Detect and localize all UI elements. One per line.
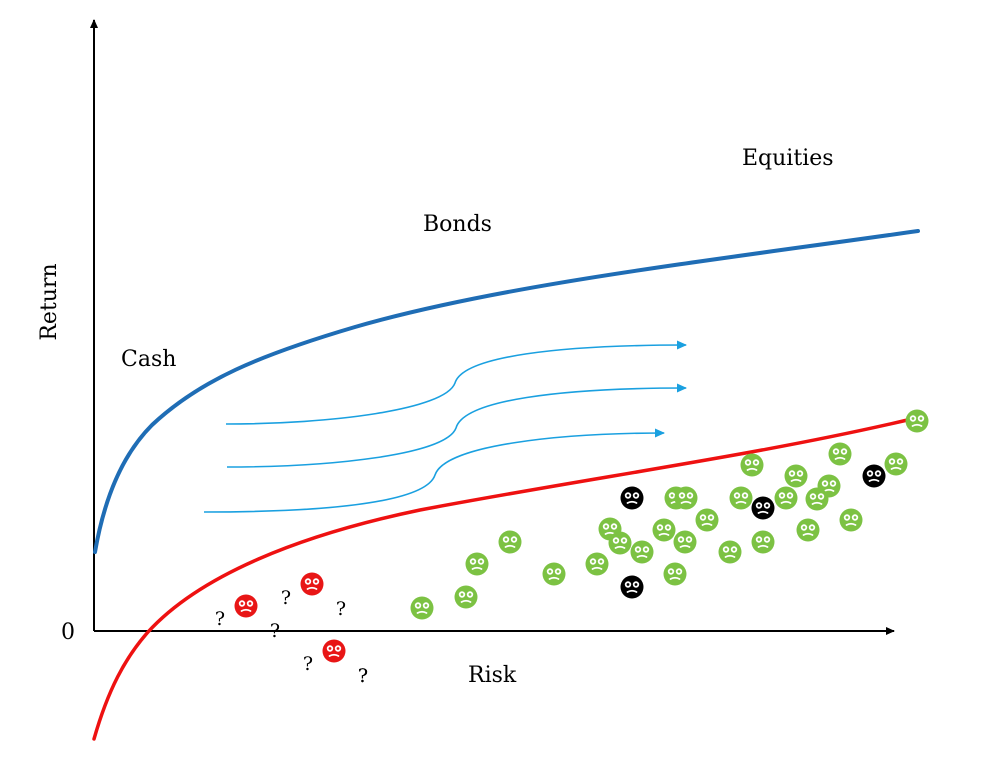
happy-face-icon	[828, 442, 852, 466]
worried-face-icon	[322, 639, 346, 663]
happy-face-icon	[796, 518, 820, 542]
flow-arrow-middle	[226, 383, 687, 468]
happy-face-icon	[630, 540, 654, 564]
happy-face-icon	[740, 453, 764, 477]
happy-face-icon	[839, 508, 863, 532]
question-marks-layer: ???????	[215, 587, 368, 687]
happy-face-icon	[751, 530, 775, 554]
neutral-face-icon	[620, 486, 644, 510]
neutral-face-icon	[620, 575, 644, 599]
question-mark: ?	[303, 653, 313, 675]
lower-risk-return-curve	[92, 416, 918, 741]
bonds-label: Bonds	[423, 212, 492, 237]
happy-face-icon	[718, 540, 742, 564]
worried-face-icon	[234, 594, 258, 618]
faces-layer	[234, 409, 929, 663]
happy-face-icon	[673, 530, 697, 554]
question-mark: ?	[215, 608, 225, 630]
happy-face-icon	[784, 464, 808, 488]
x-axis-label: Risk	[468, 663, 517, 688]
happy-face-icon	[674, 486, 698, 510]
happy-face-icon	[905, 409, 929, 433]
happy-face-icon	[454, 585, 478, 609]
flow-arrow-bottom	[203, 428, 665, 513]
happy-face-icon	[774, 486, 798, 510]
happy-face-icon	[729, 486, 753, 510]
happy-face-icon	[695, 508, 719, 532]
flow-arrow-top	[225, 340, 687, 425]
happy-face-icon	[498, 530, 522, 554]
happy-face-icon	[884, 452, 908, 476]
happy-face-icon	[585, 552, 609, 576]
happy-face-icon	[805, 487, 829, 511]
question-mark: ?	[358, 665, 368, 687]
happy-face-icon	[410, 596, 434, 620]
happy-face-icon	[663, 562, 687, 586]
y-axis-label: Return	[37, 263, 62, 340]
neutral-face-icon	[751, 496, 775, 520]
neutral-face-icon	[862, 464, 886, 488]
happy-face-icon	[652, 518, 676, 542]
happy-face-icon	[608, 531, 632, 555]
question-mark: ?	[336, 598, 346, 620]
question-mark: ?	[358, 665, 368, 687]
origin-label: 0	[61, 620, 75, 645]
equities-label: Equities	[742, 146, 834, 171]
cash-label: Cash	[121, 347, 176, 372]
upper-risk-return-curve	[93, 229, 920, 554]
happy-face-icon	[542, 562, 566, 586]
happy-face-icon	[465, 552, 489, 576]
worried-face-icon	[300, 572, 324, 596]
question-mark: ?	[281, 587, 291, 609]
question-mark: ?	[270, 620, 280, 642]
